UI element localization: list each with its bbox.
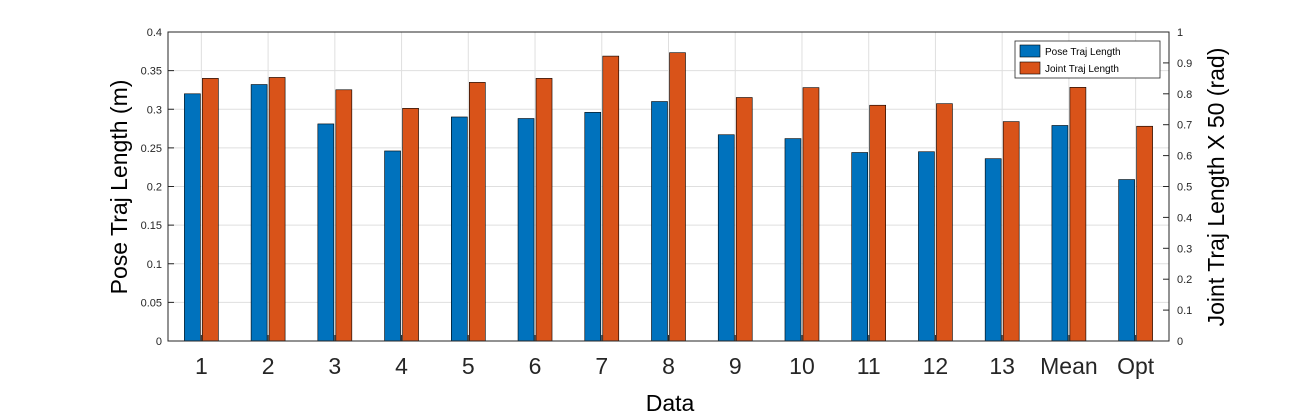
left-y-tick-label: 0.05 (141, 297, 162, 309)
bar-pose-traj-length (918, 151, 935, 342)
legend-label-pose: Pose Traj Length (1045, 47, 1121, 58)
left-y-tick-label: 0.1 (147, 259, 162, 271)
right-y-tick-label: 0.6 (1177, 151, 1192, 163)
grid-lines (168, 31, 1169, 342)
bar-pose-traj-length (651, 101, 668, 342)
x-tick-label: 6 (529, 353, 542, 379)
x-tick-label: 11 (857, 353, 881, 379)
left-y-axis-label: Pose Traj Length (m) (106, 80, 132, 295)
bar-joint-traj-length (468, 82, 486, 342)
bar-pose-traj-length (584, 112, 602, 342)
left-y-tick-label: 0.35 (141, 66, 162, 78)
x-tick-label: 9 (729, 353, 742, 379)
x-ticks: 1 2 3 4 5 6 7 8 9 10 11 12 13 Mean Opt (195, 335, 1155, 379)
x-tick-label: 5 (462, 353, 475, 379)
right-y-tick-label: 0.3 (1177, 243, 1192, 255)
bar-joint-traj-length (802, 87, 820, 342)
bar-joint-traj-length (869, 104, 887, 342)
legend: Pose Traj Length Joint Traj Length (1014, 40, 1161, 79)
bar-pose-traj-length (450, 116, 468, 342)
left-y-tick-label: 0.4 (147, 27, 162, 39)
x-tick-label: 2 (262, 353, 275, 379)
left-y-tick-label: 0.25 (141, 143, 162, 155)
bar-joint-traj-length (1136, 125, 1153, 342)
bar-joint-traj-length (202, 78, 219, 342)
bar-joint-traj-length (402, 108, 419, 342)
x-tick-label: 13 (989, 353, 1015, 379)
x-axis-label: Data (646, 390, 695, 416)
bar-joint-traj-length (1002, 121, 1020, 342)
legend-swatch-pose (1019, 44, 1041, 58)
bar-joint-traj-length (602, 55, 620, 342)
bar-joint-traj-length (735, 97, 753, 342)
left-y-tick-label: 0 (156, 336, 162, 348)
right-y-axis-label: Joint Traj Length X 50 (rad) (1203, 48, 1229, 327)
right-y-tick-label: 1 (1177, 27, 1183, 39)
bars (184, 52, 1153, 342)
bar-pose-traj-length (184, 93, 201, 342)
bar-joint-traj-length (335, 89, 353, 342)
right-y-tick-label: 0.8 (1177, 89, 1192, 101)
left-y-tick-label: 0.3 (147, 104, 162, 116)
right-y-tick-label: 0.9 (1177, 58, 1192, 70)
x-tick-label: 4 (395, 353, 408, 379)
bar-pose-traj-length (984, 158, 1002, 342)
left-y-ticks: 0 0.05 0.1 0.15 0.2 0.25 0.3 0.35 0.4 (141, 27, 174, 348)
legend-label-joint: Joint Traj Length (1045, 64, 1119, 75)
x-tick-label: Opt (1117, 353, 1155, 379)
bar-joint-traj-length (936, 103, 953, 342)
legend-swatch-joint (1019, 61, 1041, 75)
right-y-ticks: 0 0.1 0.2 0.3 0.4 0.5 0.6 0.7 0.8 0.9 1 (1163, 27, 1192, 348)
x-tick-label: 3 (328, 353, 341, 379)
x-tick-label: 8 (662, 353, 675, 379)
right-y-tick-label: 0 (1177, 336, 1183, 348)
bar-joint-traj-length (268, 77, 286, 342)
bar-pose-traj-length (250, 84, 268, 342)
x-tick-label: 12 (923, 353, 949, 379)
right-y-tick-label: 0.4 (1177, 212, 1192, 224)
left-y-tick-label: 0.15 (141, 220, 162, 232)
bar-pose-traj-length (1051, 125, 1069, 342)
bar-pose-traj-length (384, 150, 401, 342)
bar-pose-traj-length (717, 134, 735, 342)
bar-pose-traj-length (317, 123, 335, 342)
bar-pose-traj-length (784, 138, 802, 342)
left-y-tick-label: 0.2 (147, 182, 162, 194)
right-y-tick-label: 0.1 (1177, 305, 1192, 317)
bar-pose-traj-length (851, 152, 869, 342)
bar-joint-traj-length (669, 52, 686, 342)
x-tick-label: 10 (789, 353, 815, 379)
right-y-tick-label: 0.5 (1177, 182, 1192, 194)
x-tick-label: Mean (1040, 353, 1098, 379)
x-tick-label: 1 (195, 353, 208, 379)
x-tick-label: 7 (595, 353, 608, 379)
bar-joint-traj-length (1069, 87, 1087, 342)
right-y-tick-label: 0.2 (1177, 274, 1192, 286)
bar-pose-traj-length (1118, 179, 1135, 342)
bar-joint-traj-length (535, 78, 553, 342)
right-y-tick-label: 0.7 (1177, 120, 1192, 132)
bar-pose-traj-length (517, 118, 535, 342)
